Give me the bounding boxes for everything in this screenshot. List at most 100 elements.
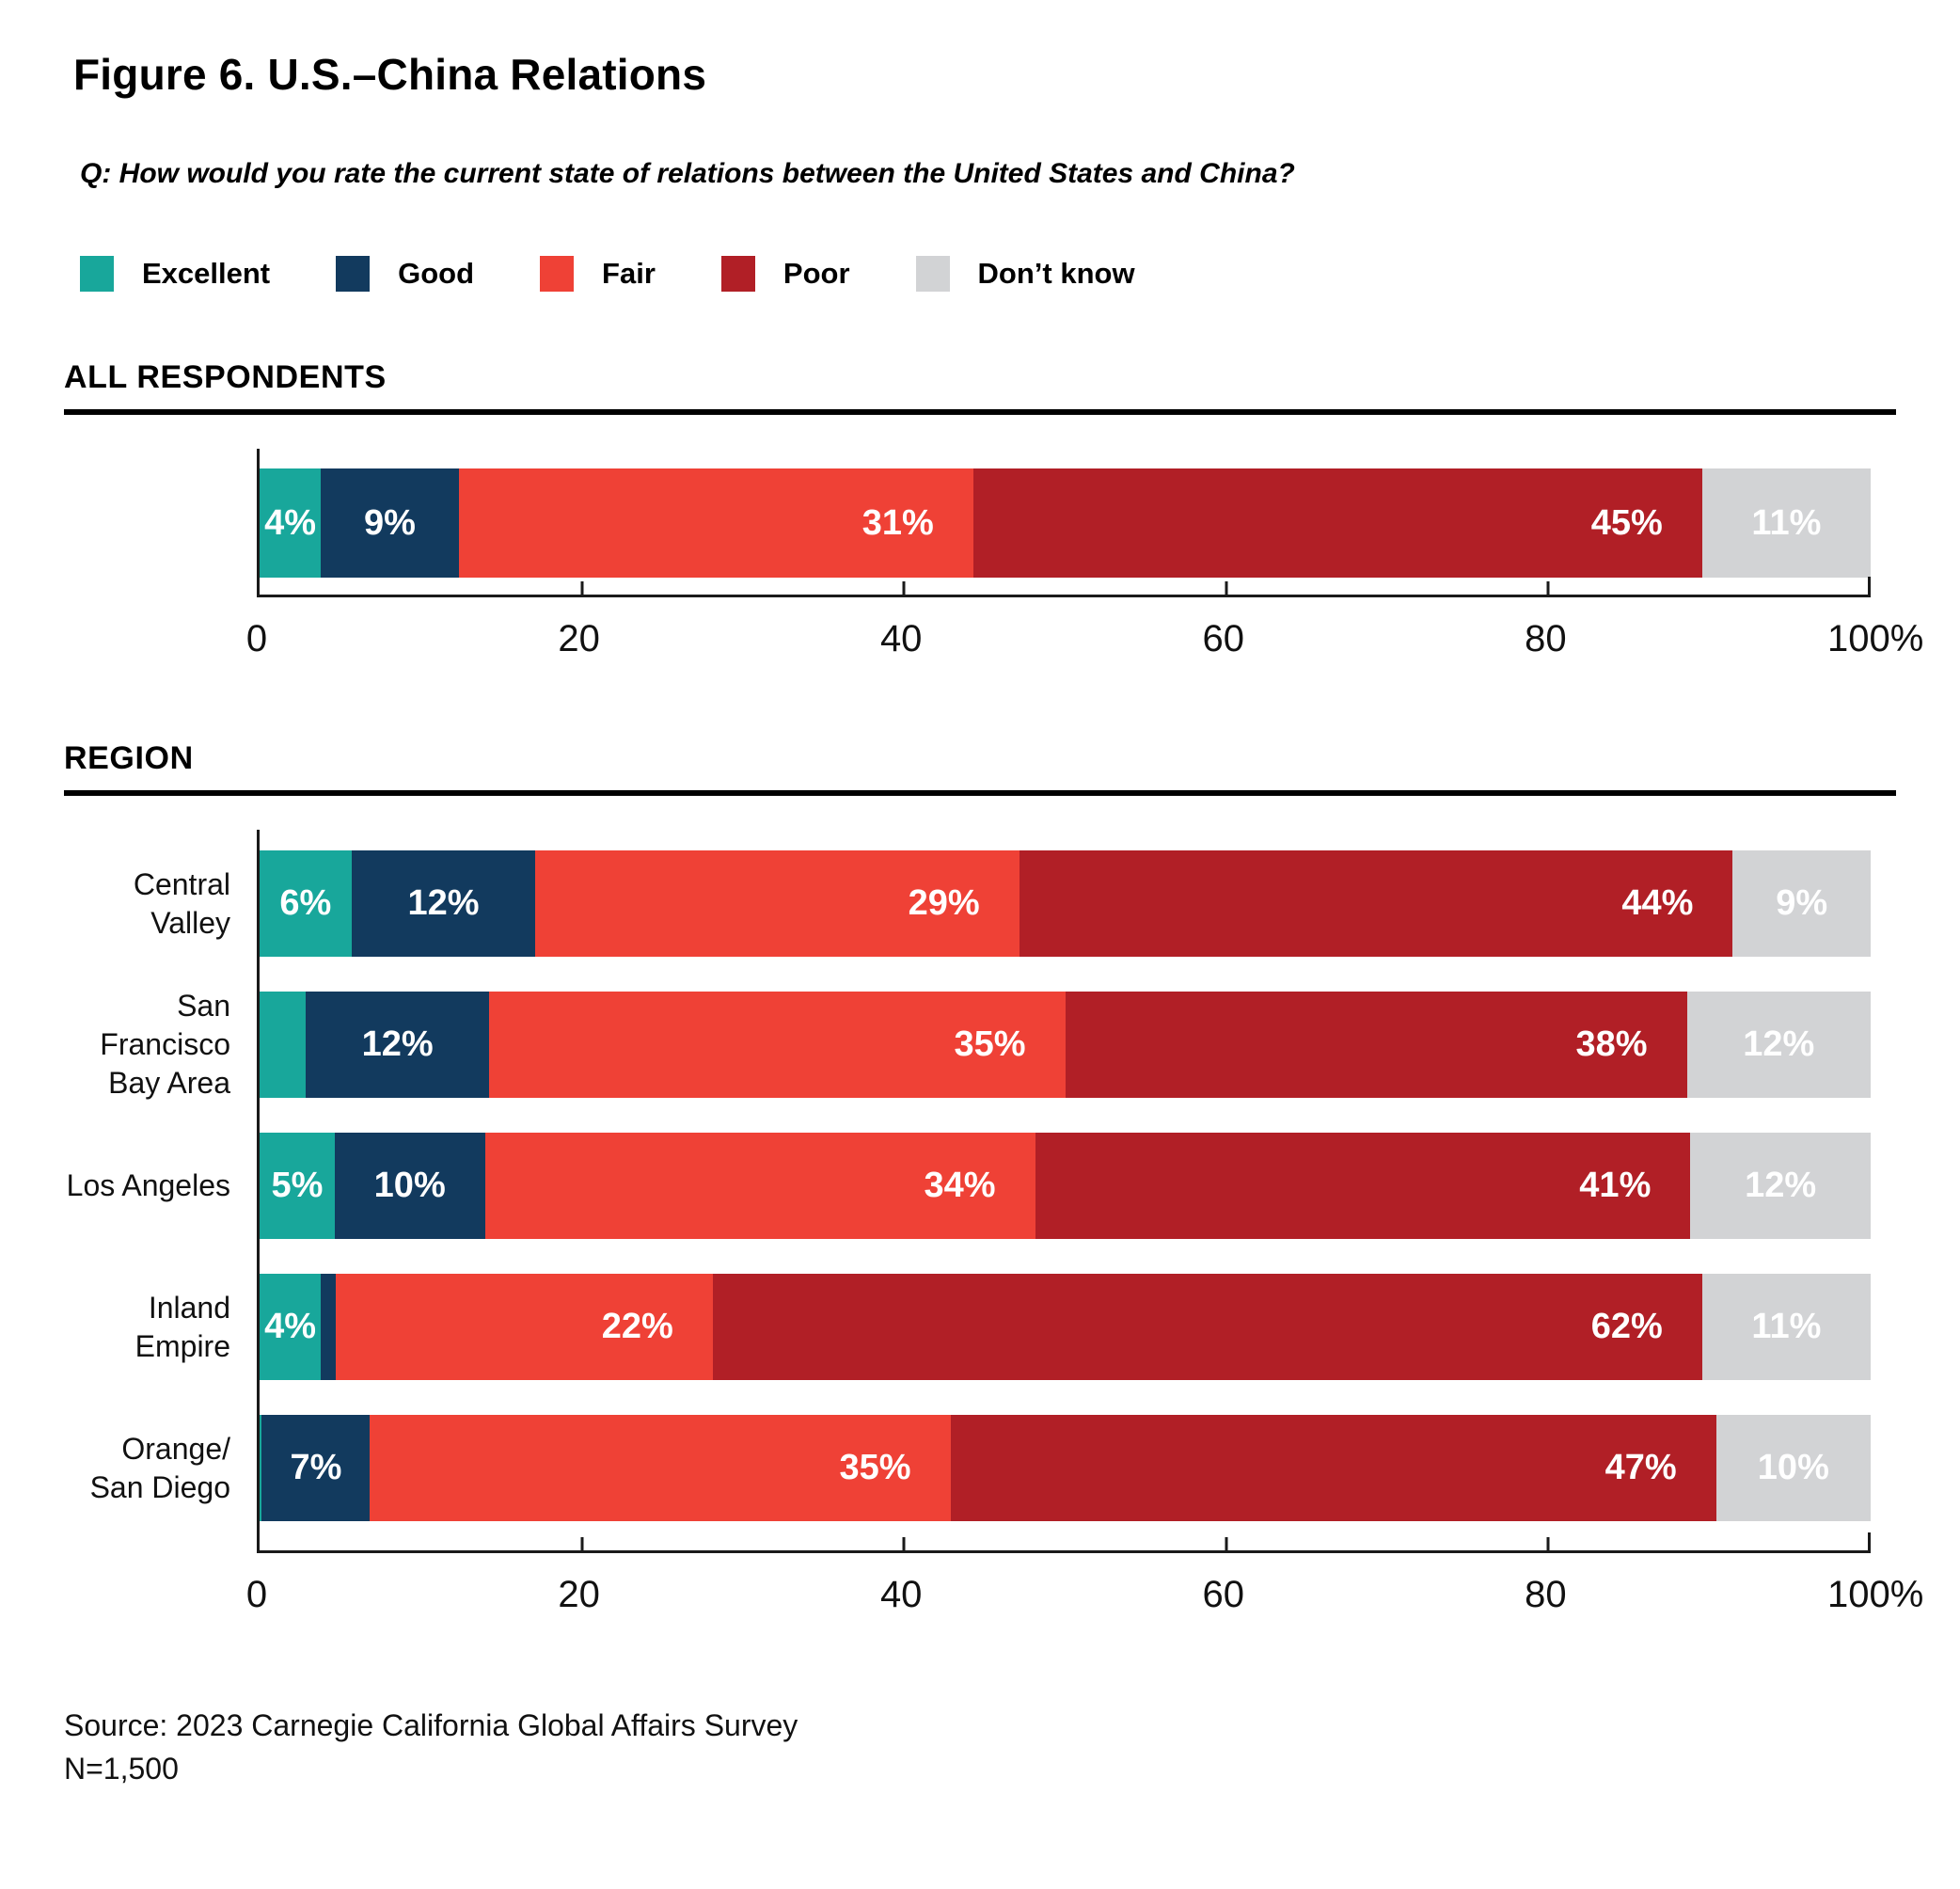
legend-label: Poor xyxy=(782,257,850,290)
axis-tick-labels: 0 20 40 60 80 100% xyxy=(246,597,1923,659)
legend-swatch xyxy=(915,256,950,292)
bar-segment-good xyxy=(321,1274,337,1380)
bar-all-respondents: 4% 9% 31% 45% 11% xyxy=(260,468,1871,578)
survey-question: Q: How would you rate the current state … xyxy=(80,158,1295,189)
axis-tick xyxy=(1225,1537,1228,1553)
x-axis-line xyxy=(260,595,1871,597)
bar-segment-don-t-know: 9% xyxy=(1732,850,1871,957)
bar-segment-poor: 45% xyxy=(972,468,1702,578)
row-label: Central Valley xyxy=(133,866,230,940)
axis-tick xyxy=(1546,1537,1550,1553)
legend-label: Don’t know xyxy=(977,257,1135,290)
legend-label: Good xyxy=(398,257,475,290)
bar-segment-excellent: 5% xyxy=(260,1133,335,1239)
axis-tick-label: 100% xyxy=(1827,1574,1924,1615)
legend-swatch xyxy=(336,256,371,292)
bar-segment-don-t-know: 12% xyxy=(1686,992,1872,1098)
section-rule xyxy=(64,409,1896,415)
legend-item-don-t-know: Don’t know xyxy=(915,256,1135,292)
section-all-respondents: ALL RESPONDENTS 4% 9% 31% 45% 11% 0 20 40 60 80 10… xyxy=(64,359,1923,659)
section-rule xyxy=(64,790,1896,796)
source-note: Source: 2023 Carnegie California Global … xyxy=(64,1704,1896,1791)
bar-segment-poor: 41% xyxy=(1035,1133,1691,1239)
bar-segment-fair: 35% xyxy=(489,992,1066,1098)
bar-inland-empire: 4% 22% 62% 11% xyxy=(260,1274,1871,1380)
row-label: Los Angeles xyxy=(66,1168,230,1203)
bar-segment-excellent: 4% xyxy=(260,468,322,578)
axis-tick-label: 0 xyxy=(245,1574,268,1615)
legend-item-good: Good xyxy=(336,256,474,292)
axis-end-cap xyxy=(1868,1532,1871,1553)
axis-tick-labels: 0 20 40 60 80 100% xyxy=(246,1553,1923,1615)
legend-swatch xyxy=(720,256,755,292)
bar-segment-poor: 38% xyxy=(1065,992,1687,1098)
bar-segment-fair: 31% xyxy=(458,468,973,578)
page: Figure 6. U.S.–China Relations Q: How wo… xyxy=(0,49,1960,1791)
bar-los-angeles: 5% 10% 34% 41% 12% xyxy=(260,1133,1871,1239)
bar-segment-fair: 29% xyxy=(535,850,1020,957)
axis-tick xyxy=(1225,581,1228,597)
bar-segment-excellent: 4% xyxy=(260,1274,322,1380)
legend-item-fair: Fair xyxy=(540,256,656,292)
bar-segment-good: 7% xyxy=(261,1415,371,1521)
bar-segment-fair: 35% xyxy=(370,1415,951,1521)
row-label xyxy=(64,468,230,578)
plot-area: 6% 12% 29% 44% 9% 12% 35% 38% 12% 5% 10% 34% 41% 12% 4… xyxy=(257,830,1872,1553)
chart-region: Central Valley San Francisco Bay Area Los A… xyxy=(64,830,1923,1615)
bar-segment-don-t-know: 10% xyxy=(1715,1415,1871,1521)
chart-all-respondents: 4% 9% 31% 45% 11% 0 20 40 60 80 100% xyxy=(64,449,1923,659)
bar-orange-san-diego: 7% 35% 47% 10% xyxy=(260,1415,1871,1521)
bar-segment-good: 12% xyxy=(305,992,490,1098)
axis-tick xyxy=(580,581,584,597)
axis-tick xyxy=(1546,581,1550,597)
axis-tick-label: 40 xyxy=(879,1574,923,1615)
legend-item-poor: Poor xyxy=(720,256,850,292)
bar-segment-fair: 34% xyxy=(484,1133,1035,1239)
bar-segment-excellent xyxy=(260,992,306,1098)
legend-label: Excellent xyxy=(142,257,271,290)
bar-segment-don-t-know: 11% xyxy=(1701,468,1871,578)
axis-tick-label: 80 xyxy=(1525,1574,1567,1615)
row-label: Inland Empire xyxy=(134,1290,230,1363)
bar-segment-excellent: 6% xyxy=(260,850,352,957)
row-label: San Francisco Bay Area xyxy=(100,989,230,1100)
legend: Excellent Good Fair Poor Don’t know xyxy=(80,256,1896,292)
axis-tick-label: 20 xyxy=(558,618,600,659)
bar-segment-good: 9% xyxy=(321,468,459,578)
bar-segment-fair: 22% xyxy=(336,1274,713,1380)
axis-tick-label: 60 xyxy=(1202,1574,1245,1615)
legend-item-excellent: Excellent xyxy=(80,256,270,292)
bar-segment-poor: 44% xyxy=(1019,850,1733,957)
legend-label: Fair xyxy=(602,257,656,290)
x-axis-line xyxy=(260,1550,1871,1553)
bar-san-francisco-bay-area: 12% 35% 38% 12% xyxy=(260,992,1872,1098)
axis-tick-label: 40 xyxy=(879,618,923,659)
row-label: Orange/San Diego xyxy=(89,1431,230,1504)
bar-segment-don-t-know: 11% xyxy=(1701,1274,1871,1380)
sample-size: N=1,500 xyxy=(64,1752,179,1786)
bar-segment-poor: 47% xyxy=(950,1415,1716,1521)
bar-segment-good: 10% xyxy=(334,1133,485,1239)
plot-area: 4% 9% 31% 45% 11% xyxy=(257,449,1871,597)
axis-end-cap xyxy=(1868,577,1871,597)
axis-tick xyxy=(902,1537,906,1553)
source-line: Source: 2023 Carnegie California Global … xyxy=(64,1708,798,1742)
axis-tick-label: 100% xyxy=(1827,618,1924,659)
axis-tick-label: 60 xyxy=(1202,618,1245,659)
bar-segment-don-t-know: 12% xyxy=(1690,1133,1871,1239)
section-region: REGION Central Valley San Francisco Bay Ar… xyxy=(64,740,1923,1615)
figure-title: Figure 6. U.S.–China Relations xyxy=(73,50,707,99)
axis-tick xyxy=(580,1537,584,1553)
legend-swatch xyxy=(80,256,114,292)
section-heading-all-respondents: ALL RESPONDENTS xyxy=(64,359,387,395)
bar-segment-good: 12% xyxy=(351,850,536,957)
bar-central-valley: 6% 12% 29% 44% 9% xyxy=(260,850,1871,957)
axis-tick-label: 0 xyxy=(245,618,268,659)
axis-tick xyxy=(902,581,906,597)
axis-tick-label: 80 xyxy=(1525,618,1567,659)
legend-swatch xyxy=(540,256,575,292)
section-heading-region: REGION xyxy=(64,740,194,776)
bar-segment-poor: 62% xyxy=(712,1274,1702,1380)
bar-segment-excellent xyxy=(260,1415,262,1521)
axis-tick-label: 20 xyxy=(558,1574,600,1615)
